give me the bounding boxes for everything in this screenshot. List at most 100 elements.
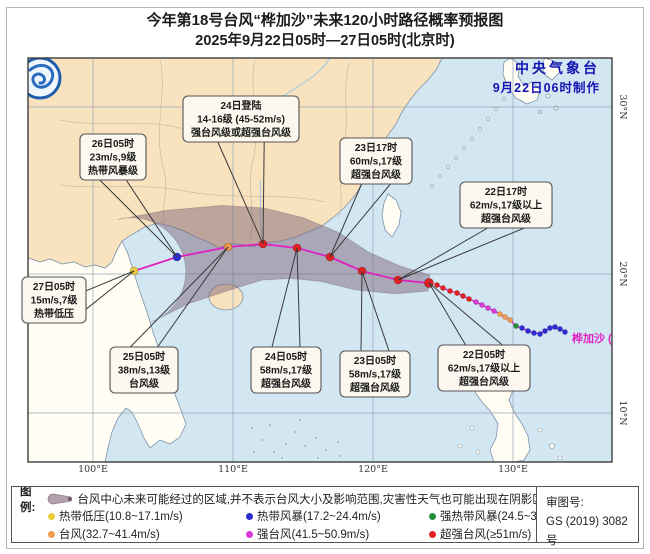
callout-box — [109, 346, 179, 394]
legend-item-label: 热带低压(10.8~17.1m/s) — [59, 511, 183, 523]
leader-line — [262, 141, 265, 245]
callout-text-line: 台风级 — [129, 377, 160, 390]
ryukyu-islands — [430, 97, 506, 188]
leader-line — [397, 227, 488, 281]
lon-tick-label: 120°E — [358, 464, 388, 475]
leader-line — [85, 270, 135, 310]
callout-text-line: 强台风级或超强台风级 — [191, 126, 292, 139]
leader-line — [157, 246, 229, 348]
storm-name-label: 桦加沙 (2518) — [571, 331, 640, 345]
hainan-island — [208, 283, 244, 311]
leader-line — [329, 183, 391, 258]
callout-text-line: 25日05时 — [123, 350, 165, 363]
lon-tick-label: 130°E — [498, 464, 528, 475]
legend-item-label: 台风(32.7~41.4m/s) — [59, 529, 160, 541]
legend-item: 热带低压(10.8~17.1m/s) — [48, 508, 246, 524]
leader-line — [397, 227, 525, 281]
callout-box — [459, 181, 553, 229]
callout-box — [437, 344, 531, 392]
callout-text-line: 58m/s,17级 — [260, 364, 313, 377]
observed-point — [447, 288, 453, 294]
observed-point — [473, 299, 479, 305]
observed-point — [460, 293, 466, 299]
observed-point — [497, 311, 503, 317]
lat-tick-label: 30°N — [617, 94, 628, 119]
callout-text-line: 26日05时 — [92, 137, 134, 150]
lon-tick-label: 100°E — [78, 464, 108, 475]
observed-point — [519, 325, 525, 331]
observed-point — [525, 328, 531, 334]
legend-item: 台风(32.7~41.4m/s) — [48, 526, 246, 542]
map-frame — [27, 57, 613, 463]
figure-title: 今年第18号台风“桦加沙”未来120小时路径概率预报图 — [146, 12, 504, 29]
intensity-dot-icon — [48, 530, 55, 538]
observed-point — [485, 305, 491, 311]
callout-text-line: 62m/s,17级以上 — [470, 199, 542, 212]
legend-item-label: 热带风暴(17.2~24.4m/s) — [257, 511, 381, 523]
intensity-dot-icon — [246, 530, 253, 538]
intensity-dot-icon — [48, 512, 55, 520]
observed-point — [562, 329, 568, 335]
philippine-islets — [457, 425, 563, 461]
observed-point — [513, 323, 519, 329]
callout-text-line: 热带风暴级 — [88, 164, 139, 177]
callout-text-line: 超强台风级 — [480, 212, 532, 225]
callout-text-line: 23日05时 — [354, 354, 396, 367]
legend-row-1: 热带低压(10.8~17.1m/s) 热带风暴(17.2~24.4m/s) 强热带风… — [20, 507, 536, 525]
observed-point — [537, 331, 543, 337]
figure-subtitle: 2025年9月22日05时—27日05时(北京时) — [195, 33, 455, 49]
callout-text-line: 62m/s,17级以上 — [448, 362, 520, 375]
observed-point — [466, 296, 472, 302]
south-china-sea-islets — [251, 419, 341, 459]
callout-box — [79, 133, 147, 181]
leader-line — [271, 247, 298, 348]
leader-line — [428, 282, 503, 346]
observed-point — [507, 317, 513, 323]
axis-labels: 100°E 110°E 120°E 130°E 30°N 20°N 10°N — [78, 94, 628, 475]
lat-tick-label: 10°N — [617, 400, 628, 425]
cone-legend-icon — [48, 493, 73, 504]
callout-box — [339, 350, 411, 398]
callout-text-line: 23日17时 — [355, 141, 397, 154]
callout-box — [250, 346, 322, 394]
cma-logo — [28, 58, 62, 100]
japan-islands — [502, 58, 561, 114]
callout-text-line: 58m/s,17级 — [349, 368, 402, 381]
legend-caption: 图例: — [20, 487, 36, 514]
leader-line — [296, 247, 301, 348]
callout-text-line: 24日登陆 — [220, 99, 261, 112]
agency-name: 中央气象台 — [515, 60, 600, 76]
callout-text-line: 22日05时 — [463, 348, 505, 361]
leader-line — [99, 179, 178, 258]
leader-line — [125, 179, 178, 258]
callout-text-line: 14-16级 (45-52m/s) — [197, 113, 285, 126]
legend-item-label: 强台风(41.5~50.9m/s) — [257, 529, 370, 541]
callout-text-line: 60m/s,17级 — [350, 155, 403, 168]
callout-box — [339, 137, 413, 185]
title-block: 今年第18号台风“桦加沙”未来120小时路径概率预报图 2025年9月22日05… — [0, 10, 650, 51]
legend-row-2: 台风(32.7~41.4m/s) 强台风(41.5~50.9m/s) 超强台风(≥5… — [20, 525, 532, 542]
leader-line — [428, 282, 467, 346]
observed-point — [502, 314, 508, 320]
observed-point — [557, 326, 563, 332]
callout-box — [21, 276, 87, 324]
callout-text-line: 22日17时 — [485, 185, 527, 198]
legend-item: 强台风(41.5~50.9m/s) — [246, 526, 429, 542]
intensity-dot-icon — [429, 530, 436, 538]
lat-tick-label: 20°N — [617, 261, 628, 286]
observed-point — [454, 290, 460, 296]
legend-item-label: 强热带风暴(24.5~32.6m/s) — [440, 511, 536, 523]
cone-note: 台风中心未来可能经过的区域,并不表示台风大小及影响范围,灾害性天气也可能出现在阴… — [77, 493, 536, 506]
callout-text-line: 超强台风级 — [350, 168, 402, 181]
leader-line — [329, 183, 363, 258]
